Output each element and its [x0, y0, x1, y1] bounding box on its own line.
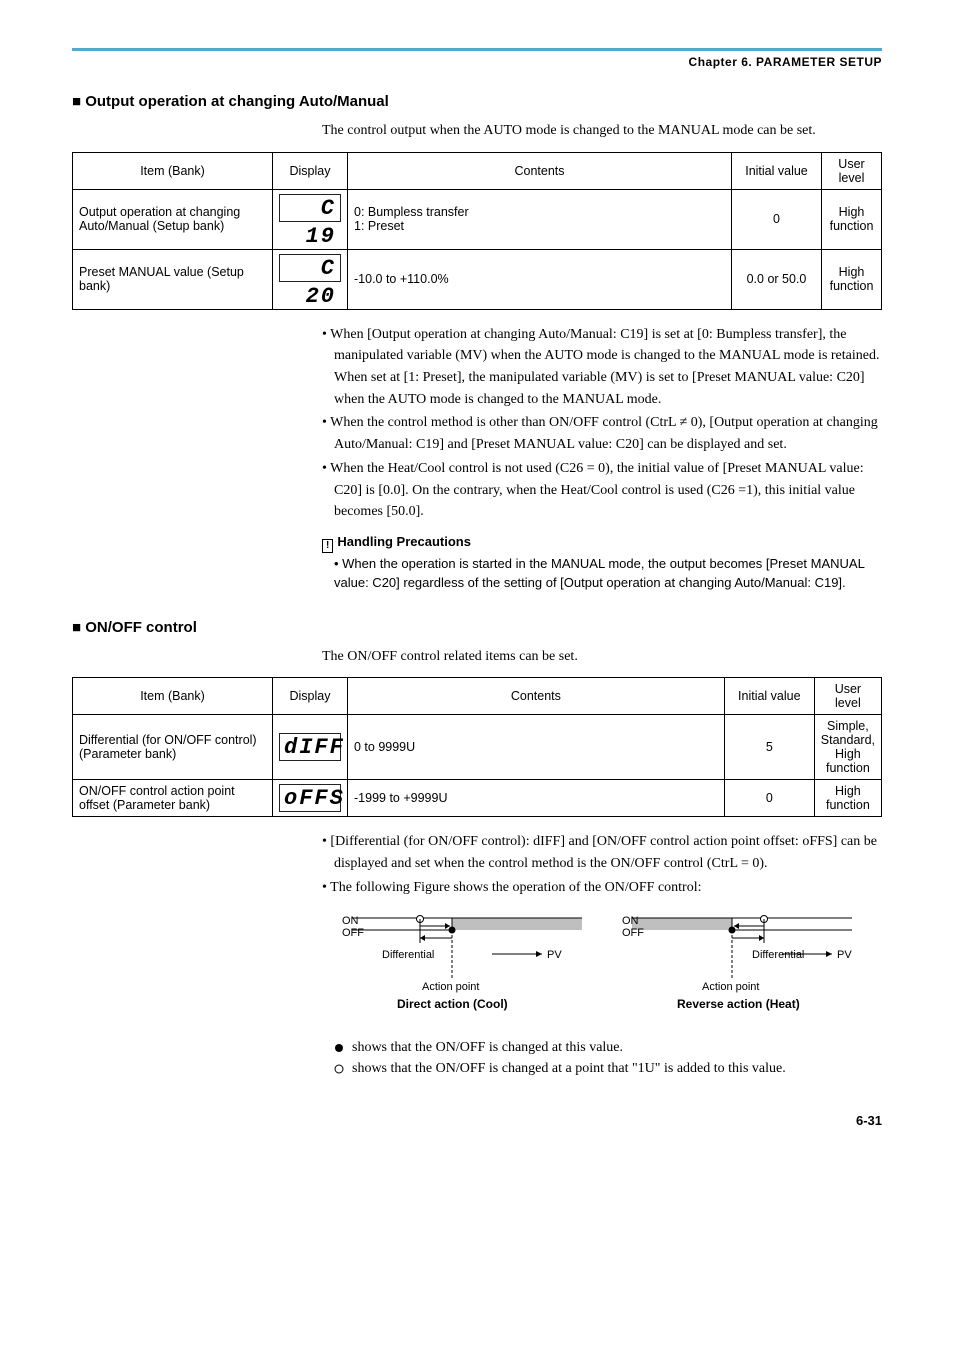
pv-label: PV — [547, 949, 562, 961]
on-label: ON — [342, 915, 359, 927]
th-display: Display — [273, 152, 348, 189]
legend-row: shows that the ON/OFF is changed at this… — [332, 1037, 882, 1058]
page-number: 6-31 — [72, 1113, 882, 1128]
cell-item: Preset MANUAL value (Setup bank) — [73, 249, 273, 309]
arrow-right-icon — [759, 935, 764, 941]
off-label: OFF — [622, 927, 644, 939]
bullet: • When [Output operation at changing Aut… — [322, 324, 882, 411]
segment-display: C 19 — [279, 194, 341, 222]
closed-marker-icon — [332, 1041, 348, 1055]
cell-display: dIFF — [273, 715, 348, 780]
cell-contents: 0 to 9999U — [348, 715, 725, 780]
off-label: OFF — [342, 927, 364, 939]
caution-icon: ! — [322, 539, 333, 553]
on-label: ON — [622, 915, 639, 927]
arrow-right-icon — [826, 951, 832, 957]
table-header-row: Item (Bank) Display Contents Initial val… — [73, 678, 882, 715]
open-marker-icon — [332, 1062, 348, 1076]
cell-item: Output operation at changing Auto/Manual… — [73, 189, 273, 249]
cell-initial: 0 — [732, 189, 822, 249]
on-bar — [632, 918, 732, 930]
action-pt-label: Action point — [422, 981, 479, 993]
arrow-left-icon — [420, 935, 425, 941]
cell-item: ON/OFF control action point offset (Para… — [73, 780, 273, 817]
table-row: ON/OFF control action point offset (Para… — [73, 780, 882, 817]
th-display: Display — [273, 678, 348, 715]
th-user: User level — [814, 678, 881, 715]
th-contents: Contents — [348, 678, 725, 715]
section1-intro: The control output when the AUTO mode is… — [322, 120, 882, 142]
cell-display: C 19 — [273, 189, 348, 249]
legend-row: shows that the ON/OFF is changed at a po… — [332, 1058, 882, 1079]
panel-label: Direct action (Cool) — [397, 997, 508, 1011]
cell-contents: -1999 to +9999U — [348, 780, 725, 817]
cell-contents: 0: Bumpless transfer 1: Preset — [348, 189, 732, 249]
onoff-diagram: ON OFF Differential PV Action point Dire… — [342, 908, 882, 1033]
bullet: • [Differential (for ON/OFF control): dI… — [322, 831, 882, 874]
chapter-header: Chapter 6. PARAMETER SETUP — [72, 55, 882, 69]
diff-label: Differential — [752, 949, 804, 961]
cell-display: C 20 — [273, 249, 348, 309]
on-bar — [452, 918, 582, 930]
section1-table: Item (Bank) Display Contents Initial val… — [72, 152, 882, 310]
section2-title: ■ ON/OFF control — [72, 619, 882, 636]
arrow-right-icon — [536, 951, 542, 957]
section1-bullets: • When [Output operation at changing Aut… — [322, 324, 882, 523]
action-pt-label: Action point — [702, 981, 759, 993]
table-row: Differential (for ON/OFF control) (Param… — [73, 715, 882, 780]
th-user: User level — [822, 152, 882, 189]
cell-user: Simple, Standard, High function — [814, 715, 881, 780]
table-header-row: Item (Bank) Display Contents Initial val… — [73, 152, 882, 189]
diagram-legend: shows that the ON/OFF is changed at this… — [332, 1037, 882, 1079]
onoff-diagram-svg: ON OFF Differential PV Action point Dire… — [342, 908, 862, 1028]
cell-item: Differential (for ON/OFF control) (Param… — [73, 715, 273, 780]
bullet: • The following Figure shows the operati… — [322, 877, 882, 899]
cell-display: oFFS — [273, 780, 348, 817]
cell-user: High function — [814, 780, 881, 817]
table-row: Output operation at changing Auto/Manual… — [73, 189, 882, 249]
bullet: • When the Heat/Cool control is not used… — [322, 458, 882, 523]
caution-body: • When the operation is started in the M… — [334, 555, 882, 593]
segment-display: oFFS — [279, 784, 341, 812]
caution-heading: Handling Precautions — [337, 534, 471, 549]
cell-user: High function — [822, 189, 882, 249]
bullet: • When the control method is other than … — [322, 412, 882, 455]
legend-text: shows that the ON/OFF is changed at a po… — [352, 1058, 786, 1079]
cell-initial: 0.0 or 50.0 — [732, 249, 822, 309]
section2-intro: The ON/OFF control related items can be … — [322, 646, 882, 668]
th-initial: Initial value — [724, 678, 814, 715]
header-rule — [72, 48, 882, 51]
th-item: Item (Bank) — [73, 152, 273, 189]
cell-initial: 0 — [724, 780, 814, 817]
table-row: Preset MANUAL value (Setup bank) C 20 -1… — [73, 249, 882, 309]
segment-display: C 20 — [279, 254, 341, 282]
th-item: Item (Bank) — [73, 678, 273, 715]
segment-display: dIFF — [279, 733, 341, 761]
panel-label: Reverse action (Heat) — [677, 997, 800, 1011]
legend-text: shows that the ON/OFF is changed at this… — [352, 1037, 623, 1058]
cell-contents: -10.0 to +110.0% — [348, 249, 732, 309]
section1-title: ■ Output operation at changing Auto/Manu… — [72, 93, 882, 110]
pv-label: PV — [837, 949, 852, 961]
section2-table: Item (Bank) Display Contents Initial val… — [72, 677, 882, 817]
cell-initial: 5 — [724, 715, 814, 780]
section2-bullets: • [Differential (for ON/OFF control): dI… — [322, 831, 882, 898]
th-contents: Contents — [348, 152, 732, 189]
th-initial: Initial value — [732, 152, 822, 189]
caution-block: ! Handling Precautions • When the operat… — [322, 533, 882, 593]
diff-label: Differential — [382, 949, 434, 961]
cell-user: High function — [822, 249, 882, 309]
